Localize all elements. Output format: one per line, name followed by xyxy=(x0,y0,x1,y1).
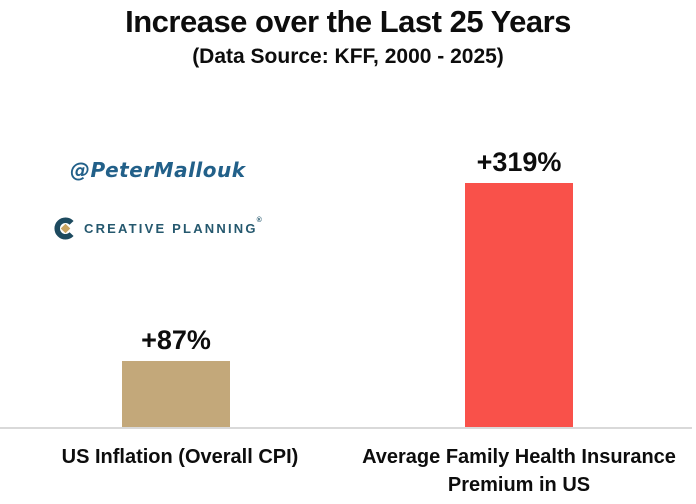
bar-cpi xyxy=(122,361,230,428)
bar-value-label: +87% xyxy=(141,325,211,355)
category-label-cpi: US Inflation (Overall CPI) xyxy=(61,446,299,468)
x-axis-line xyxy=(0,427,692,429)
bar-group-cpi: +87% xyxy=(122,327,230,428)
bar-premium xyxy=(465,183,573,428)
twitter-handle: @PeterMallouk xyxy=(70,158,246,182)
bar-group-premium: +319% xyxy=(465,149,573,428)
creative-planning-logo-icon xyxy=(54,217,74,240)
logo-text: CREATIVE PLANNING® xyxy=(84,217,265,236)
category-label-premium: Average Family Health Insurance Premium … xyxy=(362,446,676,496)
chart-title: Increase over the Last 25 Years xyxy=(125,4,571,39)
creative-planning-logo: CREATIVE PLANNING® xyxy=(54,216,265,241)
trademark-symbol: ® xyxy=(256,217,265,224)
chart-subtitle: (Data Source: KFF, 2000 - 2025) xyxy=(192,45,504,68)
bar-value-label: +319% xyxy=(476,147,562,177)
